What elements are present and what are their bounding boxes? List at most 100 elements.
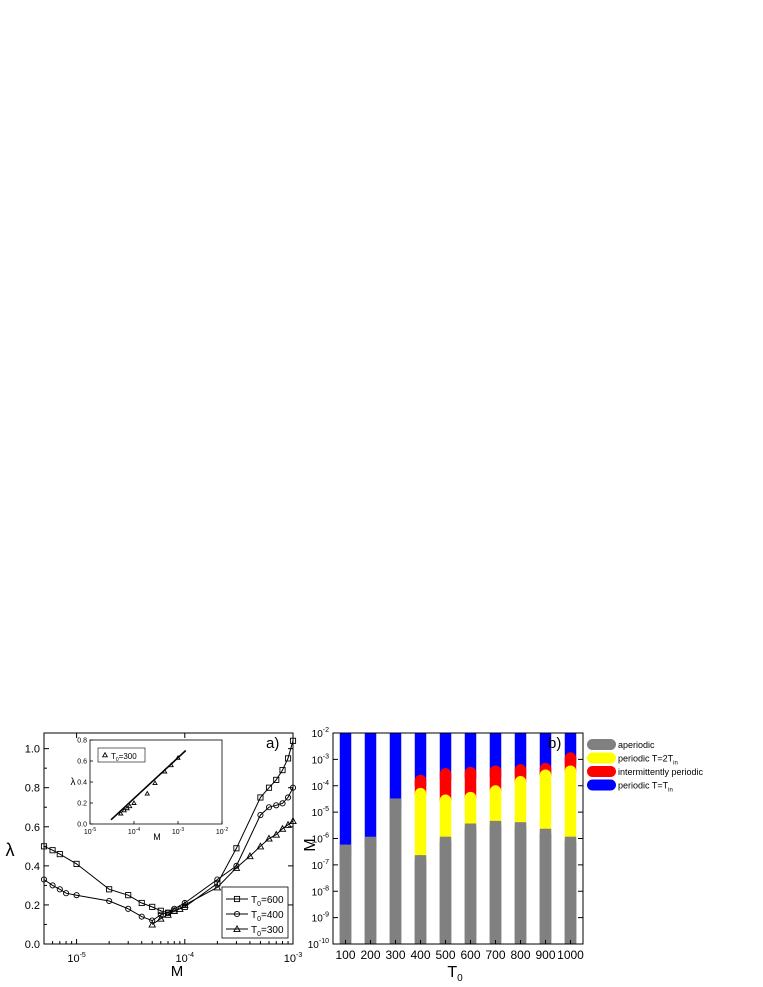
- panel-a-data-point: [256, 842, 265, 850]
- inset-legend-box: [97, 747, 146, 763]
- panel-b-segment-aperiodic-body: [389, 804, 402, 944]
- panel-b-segment-periodic-tin: [539, 733, 552, 775]
- panel-b-y-axis-label: M: [302, 838, 319, 851]
- panel-a-x-axis-label: M: [171, 963, 184, 980]
- panel-a-data-point: [164, 910, 172, 918]
- panel-b-legend-label-base: aperiodic: [618, 740, 655, 750]
- panel-b-legend-label: intermittently periodic: [618, 767, 704, 777]
- panel-b-y-tick-label: 10-7: [312, 859, 329, 872]
- panel-a-data-point: [272, 830, 281, 838]
- panel-a-y-tick-label: 1.0: [25, 744, 40, 756]
- panel-b-segment-aperiodic-body: [439, 842, 452, 944]
- panel-a-data-point: [214, 880, 221, 887]
- panel-a-data-point: [49, 882, 56, 889]
- panel-a-data-point: [125, 892, 132, 899]
- panel-b-x-tick-label: 700: [485, 948, 505, 962]
- panel-b-bar-1000: [564, 733, 577, 944]
- panel-a-x-tick-label-exp: -5: [80, 952, 86, 959]
- panel-b-y-tick-label: 10-8: [312, 885, 329, 898]
- panel-a-data-point: [125, 905, 132, 912]
- panel-b-bar-400: [414, 733, 427, 944]
- panel-b-segment-periodic-tin: [514, 733, 527, 776]
- panel-b-legend-label: aperiodic: [618, 740, 655, 750]
- inset-data-point: [152, 780, 158, 785]
- panel-b-legend-label-sub: in: [673, 761, 678, 767]
- panel-b-y-tick-label-base: 10: [312, 861, 324, 872]
- panel-a-data-point: [273, 802, 280, 809]
- panel-b-x-tick-label: 100: [335, 948, 355, 962]
- panel-a-data-point: [180, 900, 189, 908]
- panel-a-data-point: [73, 892, 80, 899]
- inset-data-point: [175, 754, 181, 760]
- panel-a-legend-label-sub: 0: [257, 916, 261, 923]
- panel-a-data-point: [56, 886, 63, 893]
- panel-b-y-tick-label: 10-3: [312, 753, 329, 766]
- panel-b-segment-periodic-2tin: [564, 765, 577, 849]
- inset-y-tick-label: 0.0: [77, 822, 87, 829]
- inset-x-axis-label: M: [153, 832, 161, 842]
- panel-a-data-point: [284, 794, 292, 801]
- panel-b-segment-aperiodic-body: [414, 860, 427, 944]
- panel-a-data-point: [148, 920, 157, 928]
- panel-a-data-point: [233, 845, 240, 852]
- inset-y-tick-label: 0.4: [77, 780, 87, 787]
- panel-b-segment-periodic-tin: [464, 733, 477, 779]
- panel-a-data-point: [138, 913, 145, 920]
- panel-b-segment-periodic-2tin: [539, 769, 552, 841]
- inset-legend-label: T0=300: [111, 752, 137, 763]
- panel-a-data-point: [106, 886, 113, 893]
- panel-a-data-point: [213, 883, 222, 891]
- panel-b-y-tick-label-base: 10: [312, 755, 324, 766]
- panel-b-y-tick-label: 10-5: [312, 806, 329, 819]
- panel-b-segment-periodic-2tin: [514, 776, 527, 834]
- panel-b-bar-100: [339, 733, 352, 944]
- panel-b-segment-periodic-2tin: [439, 794, 452, 849]
- panel-b-segment-aperiodic-body: [489, 826, 502, 944]
- inset-data-point: [168, 762, 174, 768]
- panel-b-segment-periodic-tin: [364, 733, 377, 849]
- panel-b-y-tick-label-exp: -6: [323, 833, 329, 840]
- panel-a-legend-label-base: T: [251, 910, 257, 921]
- panel-b-legend-label-sub: in: [668, 788, 673, 794]
- panel-a-data-point: [279, 767, 286, 774]
- panel-b-x-axis-label: T0: [447, 964, 463, 984]
- panel-a-y-axis-label: λ: [6, 840, 15, 860]
- panel-a-legend-label-base: T: [251, 925, 257, 936]
- panel-b-x-tick-label: 800: [510, 948, 530, 962]
- panel-a-data-point: [156, 914, 165, 922]
- panel-a-x-tick-label: 10-3: [284, 952, 303, 965]
- panel-a-data-point: [284, 820, 292, 828]
- panel-b-segment-periodic-tin: [389, 733, 402, 810]
- panel-b-legend-swatch: [587, 766, 616, 777]
- panel-a-data-point: [40, 843, 48, 850]
- panel-b-x-axis-label-sub: 0: [457, 973, 463, 984]
- panel-a-y-tick-label: 0.6: [25, 822, 40, 834]
- panel-b-legend-label-base: periodic T=T: [618, 781, 669, 791]
- panel-b-legend-swatch: [587, 779, 616, 791]
- inset-data-point: [161, 768, 168, 774]
- panel-b-label: b): [548, 735, 561, 752]
- panel-a-data-point: [257, 812, 264, 819]
- panel-b-x-tick-label: 1000: [557, 948, 584, 962]
- panel-b-y-tick-label-base: 10: [312, 835, 324, 846]
- panel-b-y-tick-label-base: 10: [312, 808, 324, 819]
- panel-a-y-tick-label: 0.2: [25, 900, 40, 912]
- panel-b-legend-swatch: [587, 739, 616, 750]
- panel-a-data-point: [157, 907, 164, 914]
- panel-b-y-tick-label-base: 10: [308, 940, 320, 951]
- panel-a-data-point: [171, 905, 178, 912]
- panel-b-y-tick-label: 10-4: [312, 780, 329, 793]
- inset-x-tick-label: 10-2: [216, 827, 228, 836]
- panel-a-legend-label-sub: 0: [257, 931, 261, 938]
- inset-x-tick-label: 10-5: [84, 827, 96, 836]
- panel-a-legend-label: T0=300: [251, 925, 284, 938]
- panel-b-bar-200: [364, 733, 377, 944]
- panel-a-data-point: [56, 851, 63, 858]
- panel-a-legend-label: T0=600: [251, 895, 284, 908]
- inset-y-tick-label: 0.2: [77, 801, 87, 808]
- panel-a-data-point: [289, 737, 297, 744]
- panel-b-segment-aperiodic-body: [364, 842, 377, 944]
- panel-a-y-tick-label: 0.4: [25, 861, 40, 873]
- panel-b-y-tick-label-exp: -9: [323, 912, 329, 919]
